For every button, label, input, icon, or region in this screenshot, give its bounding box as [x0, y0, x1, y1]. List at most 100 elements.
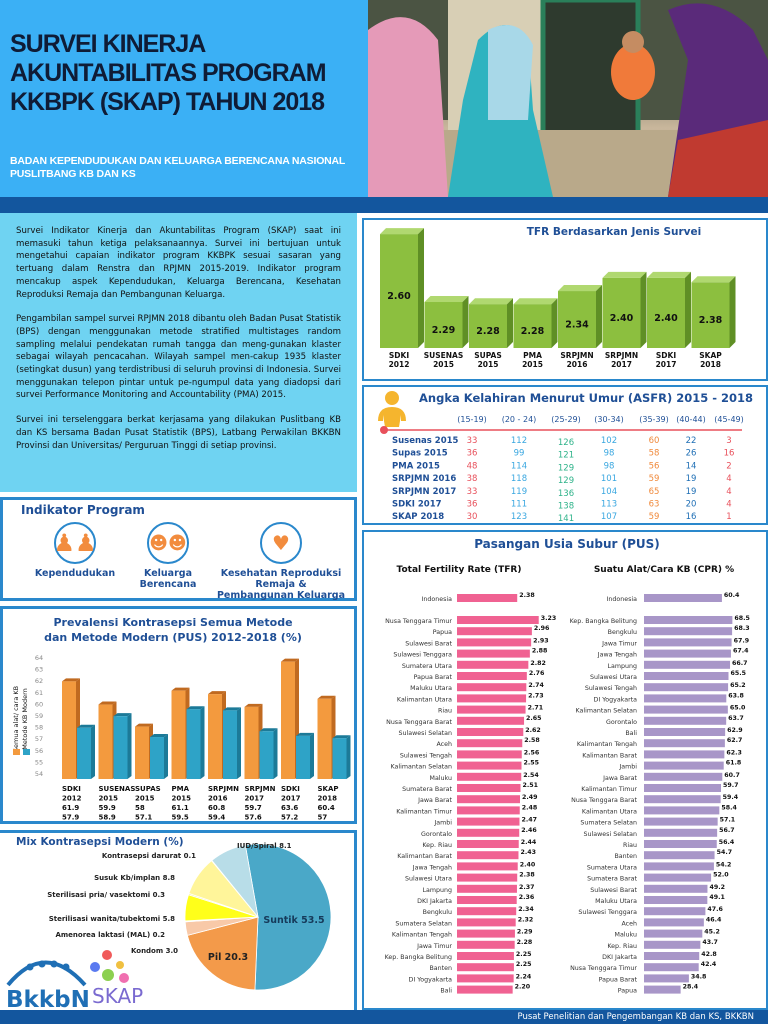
category-label: DKI Jakarta: [417, 898, 452, 905]
chart-title: TFR Berdasarkan Jenis Survei: [527, 226, 701, 238]
asfr-panel: Angka Kelahiran Menurut Umur (ASFR) 2015…: [362, 385, 768, 525]
table-cell: 30: [467, 512, 478, 522]
bar-top: [647, 271, 691, 278]
bar-top: [113, 713, 132, 717]
table-cell: 113: [601, 500, 617, 510]
category-label: Lampung: [423, 887, 452, 894]
bar: [457, 739, 523, 748]
table-cell: 136: [558, 489, 574, 499]
table-cell: 123: [511, 512, 527, 522]
table-cell: 19: [686, 474, 697, 484]
data-label: 2.40: [610, 313, 634, 324]
data-label: 2.71: [528, 705, 544, 712]
title-line: AKUNTABILITAS PROGRAM: [10, 59, 327, 87]
bar: [332, 738, 347, 779]
bar: [62, 681, 76, 779]
bar-top: [244, 703, 263, 707]
bar: [457, 627, 532, 636]
bar: [457, 828, 520, 837]
bar-side: [200, 706, 205, 779]
bar: [691, 282, 730, 348]
category-label: Bali: [625, 730, 637, 737]
data-label: 2.38: [699, 315, 723, 326]
row-label: Supas 2015: [392, 449, 448, 459]
data-label: 68.5: [734, 615, 750, 622]
table-cell: 4: [726, 487, 731, 497]
indikator-label: Kesehatan Reproduksi Remaja & Pembanguna…: [216, 568, 346, 601]
indikator-keluarga-berencana: ☻☻ Keluarga Berencana: [128, 522, 208, 590]
x-tick-label: PMA: [172, 785, 190, 793]
indikator-label: Keluarga Berencana: [139, 568, 197, 590]
category-label: DI Yogyakarta: [409, 976, 453, 983]
bar: [457, 940, 515, 949]
bar: [223, 710, 237, 779]
category-label: Nusa Tenggara Timur: [385, 618, 452, 625]
table-cell: 14: [686, 461, 697, 471]
x-tick-label: SRPJMN: [560, 351, 593, 360]
bar: [644, 862, 714, 871]
category-label: Sulawesi Tenggara: [578, 909, 637, 916]
indikator-kesehatan-reproduksi: ♥ Kesehatan Reproduksi Remaja & Pembangu…: [216, 522, 346, 601]
category-label: Kalimantan Timur: [396, 808, 452, 815]
column-header: (30-34): [594, 415, 624, 424]
slice-label: Kondom 3.0: [131, 947, 178, 955]
bar: [457, 660, 529, 669]
table-cell: 16: [686, 512, 697, 522]
x-tick-label: 2015: [522, 360, 543, 369]
column-header: (15-19): [457, 415, 487, 424]
bar: [186, 709, 201, 779]
data-label: 2.47: [521, 817, 537, 824]
table-cell: 26: [686, 449, 697, 459]
data-label: 2.38: [519, 872, 535, 879]
y-tick-label: 55: [35, 758, 43, 766]
bar-side: [462, 296, 469, 348]
x-tick-label: 59.4: [208, 814, 225, 822]
row-label: SDKI 2017: [392, 500, 442, 510]
mix-pie-chart: Mix Kontrasepsi Modern (%) Suntik 53.5 Pil…: [16, 836, 332, 991]
category-label: Lampung: [608, 663, 637, 670]
category-label: Kalimantan Selatan: [576, 708, 637, 715]
panel-title: Indikator Program: [21, 503, 145, 517]
bar: [457, 862, 518, 871]
category-label: Sumatera Selatan: [580, 820, 637, 827]
intro-section: Survei Indikator Kinerja dan Akuntabilit…: [0, 213, 357, 492]
category-label: Kalimantan Tengah: [392, 932, 452, 939]
column-header: (20 - 24): [502, 415, 537, 424]
data-label: 2.20: [515, 984, 531, 991]
table-cell: 36: [467, 500, 478, 510]
x-tick-label: 60.8: [208, 804, 225, 812]
category-label: Kep. Riau: [607, 943, 637, 950]
table-cell: 58: [649, 449, 660, 459]
category-label: Indonesia: [422, 596, 453, 603]
skap-logo-nodes: [90, 950, 129, 983]
table-cell: 2: [726, 461, 731, 471]
data-label: 28.4: [683, 984, 699, 991]
bar: [644, 817, 718, 826]
bar: [644, 750, 725, 759]
health-counselor-icon: ♥: [260, 522, 302, 564]
x-tick-label: 57.9: [62, 814, 79, 822]
bar-top: [469, 298, 513, 305]
x-tick-label: 2017: [281, 795, 301, 803]
tfr-survey-chart: TFR Berdasarkan Jenis Survei2.60SDKI2012…: [380, 226, 736, 369]
x-tick-label: SUPAS: [474, 351, 502, 360]
category-label: Kep. Riau: [422, 842, 452, 849]
mix-kontrasepsi-panel: Mix Kontrasepsi Modern (%) Suntik 53.5 Pil…: [0, 830, 357, 1010]
pie-slice: [244, 843, 332, 991]
category-label: Sulawesi Selatan: [399, 730, 452, 737]
category-label: Sulawesi Tenggara: [393, 652, 452, 659]
indikator-label: Kependudukan: [34, 568, 116, 579]
table-cell: 4: [726, 474, 731, 484]
data-label: 2.29: [432, 325, 455, 336]
bar-top: [135, 723, 153, 727]
column-header: (35-39): [639, 415, 669, 424]
bar-top: [691, 276, 736, 283]
bar: [259, 731, 274, 779]
table-cell: 99: [514, 449, 525, 459]
bar: [644, 616, 733, 624]
table-cell: 19: [686, 487, 697, 497]
data-label: 2.88: [532, 648, 548, 655]
category-label: Sulawesi Tengah: [400, 752, 452, 759]
bar-top: [296, 732, 314, 736]
data-label: 43.7: [702, 939, 718, 946]
